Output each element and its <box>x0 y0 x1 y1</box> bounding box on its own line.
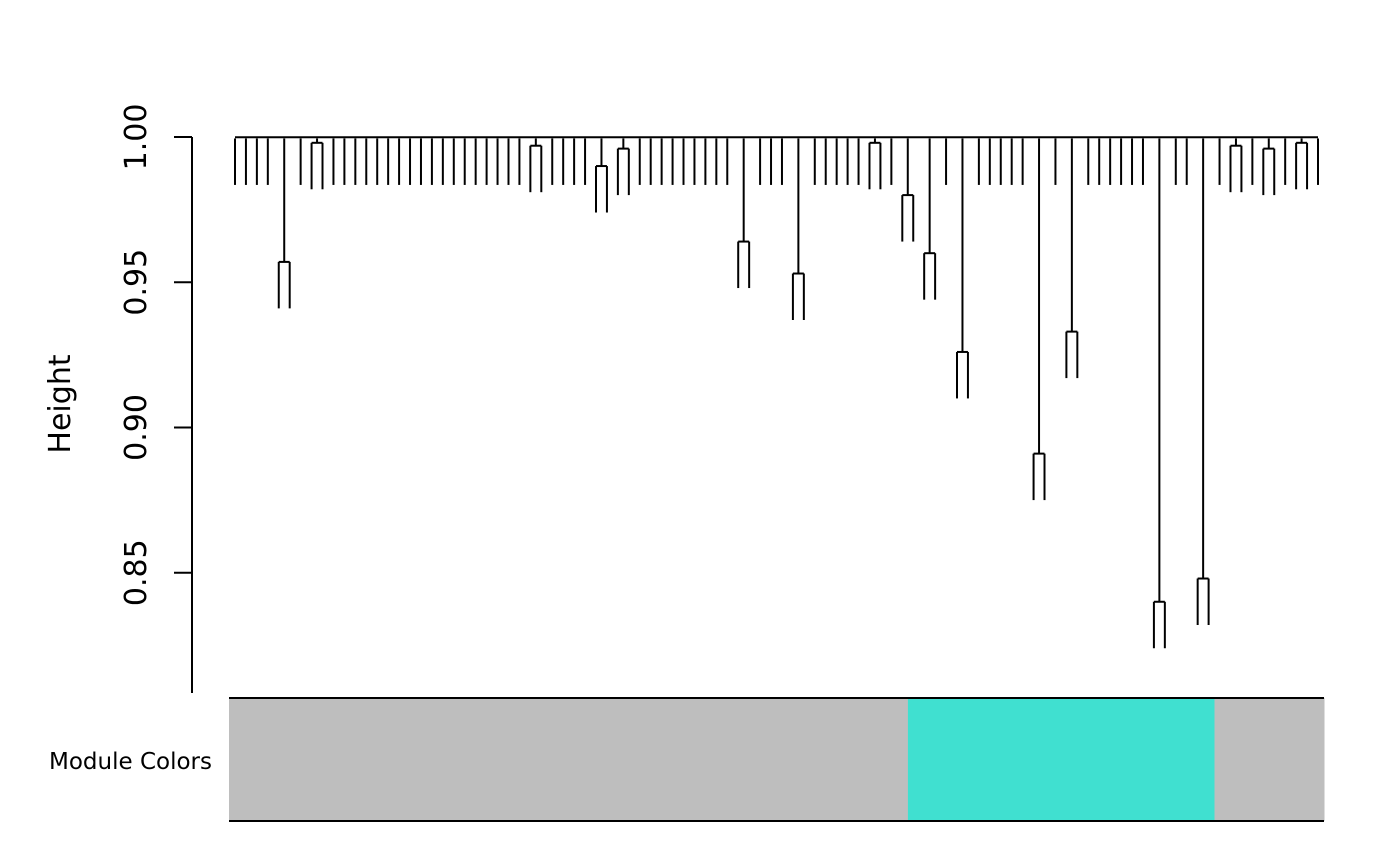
module-color-track <box>229 697 1325 822</box>
y-ticks: 0.85 0.90 0.95 1.00 <box>119 104 192 606</box>
module-color-band <box>229 698 909 821</box>
y-axis-title: Height <box>43 354 78 453</box>
y-axis: 0.85 0.90 0.95 1.00 <box>119 104 193 693</box>
y-tick-label: 1.00 <box>119 104 154 171</box>
y-tick-label: 0.85 <box>119 539 154 606</box>
y-tick-label: 0.90 <box>119 394 154 461</box>
module-color-band <box>1214 698 1325 821</box>
module-color-band <box>907 698 1215 821</box>
y-tick-label: 0.95 <box>119 249 154 316</box>
dendrogram-tree <box>234 136 1319 649</box>
module-colors-label: Module Colors <box>49 749 212 775</box>
